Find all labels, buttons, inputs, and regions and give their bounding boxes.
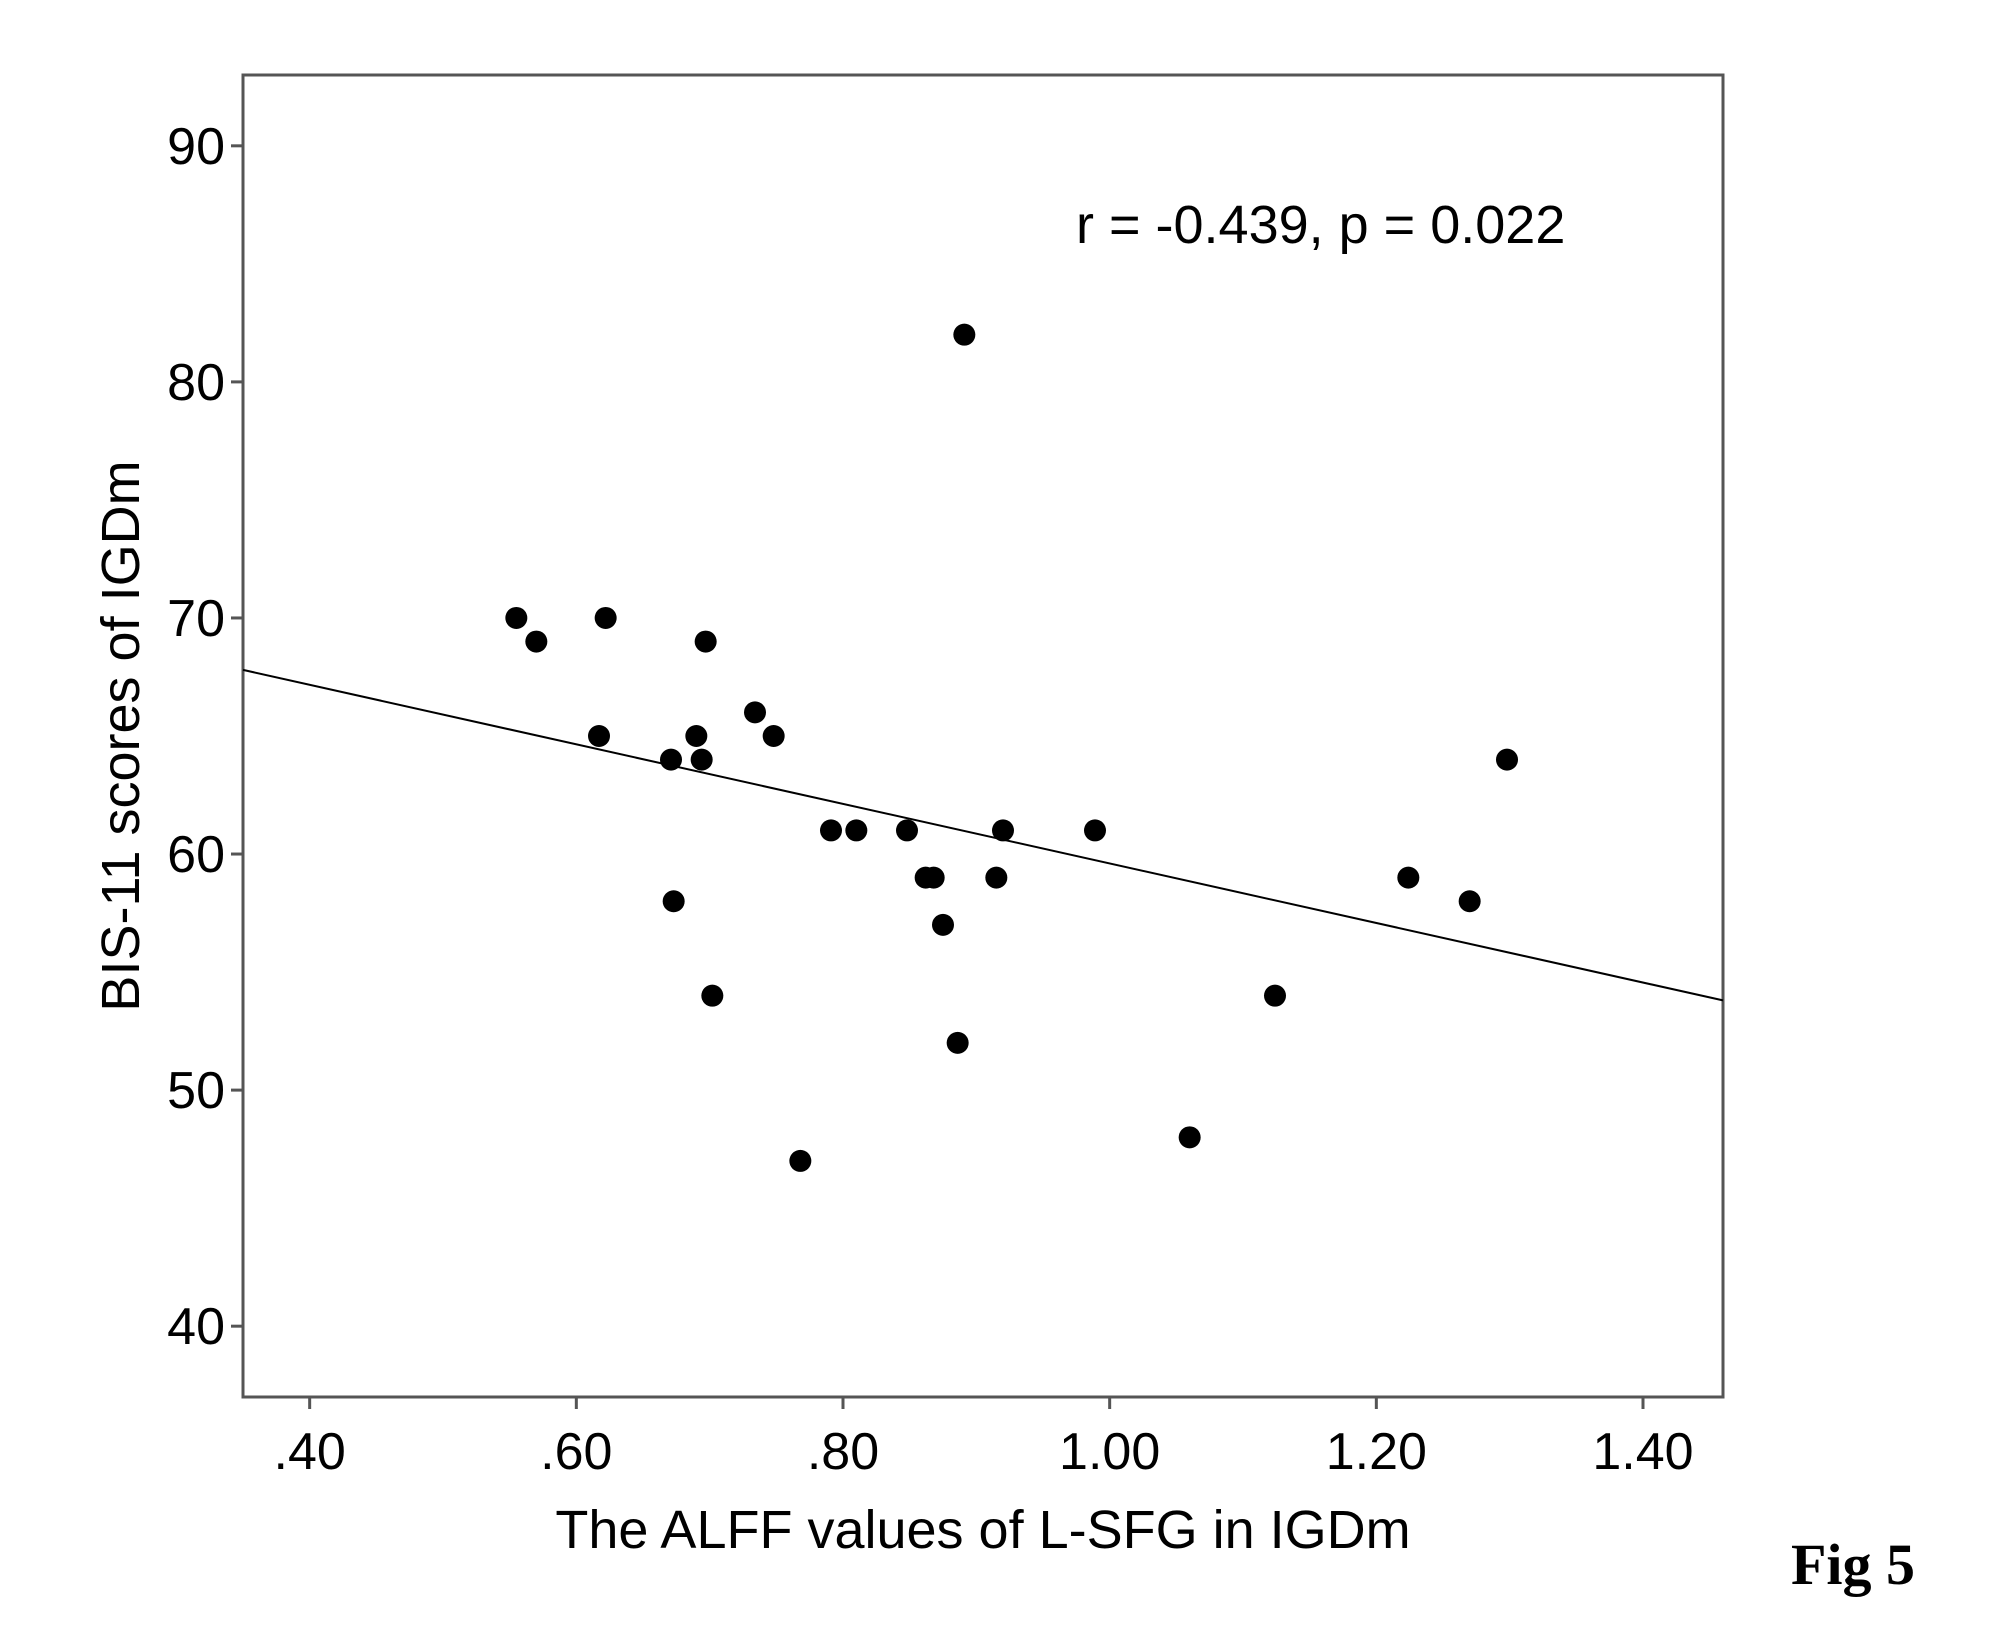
data-point [744,701,766,724]
y-tick-label: 40 [167,1298,225,1356]
x-tick-label: 1.40 [1592,1423,1693,1481]
data-point [953,323,976,346]
data-point [588,725,610,747]
data-point [896,819,918,842]
x-tick-label: 1.20 [1326,1423,1427,1481]
data-point [690,748,713,771]
data-point [1084,819,1106,842]
y-tick-label: 60 [167,826,225,884]
data-point [505,606,528,629]
correlation-annotation: r = -0.439, p = 0.022 [1076,195,1565,255]
y-tick-label: 90 [167,118,225,176]
x-axis-title: The ALFF values of L-SFG in IGDm [555,1500,1410,1560]
figure-label: Fig 5 [1791,1532,1915,1597]
y-axis-title: BIS-11 scores of IGDm [91,460,151,1011]
data-point [1458,890,1481,913]
data-point [985,866,1008,889]
data-point [701,984,724,1007]
data-point [789,1149,812,1172]
data-point [1397,866,1420,889]
x-tick-label: .60 [540,1423,612,1481]
data-point [1496,748,1518,771]
regression-line [242,668,1724,1002]
data-point [694,630,717,653]
data-point [820,819,842,842]
data-point [594,606,617,629]
x-tick-label: 1.00 [1059,1423,1160,1481]
data-point [992,819,1014,842]
x-tick-label: .40 [274,1423,346,1481]
data-point [932,913,954,936]
data-point [946,1031,969,1054]
plot-frame [241,73,1725,1399]
data-point [685,725,708,747]
x-tick-label: .80 [807,1423,879,1481]
data-point [660,748,682,771]
y-tick-label: 80 [167,354,225,412]
data-point [762,725,785,747]
y-tick-label: 70 [167,590,225,648]
y-axis: 40 50 60 70 80 90 [167,118,243,1356]
data-point [1264,984,1286,1007]
data-points [505,323,1518,1172]
data-point [525,630,548,653]
data-point [1178,1126,1201,1149]
x-axis: .40 .60 .80 1.00 1.20 1.40 [274,1397,1694,1481]
data-point [845,819,868,842]
data-point [922,866,945,889]
y-tick-label: 50 [167,1062,225,1120]
data-point [662,890,685,913]
